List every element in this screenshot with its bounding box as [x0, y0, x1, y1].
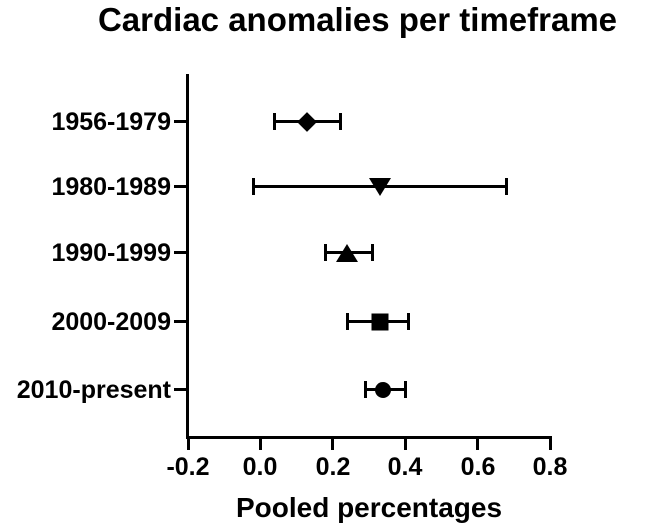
- x-tick-label: 0.2: [315, 453, 351, 481]
- chart-title: Cardiac anomalies per timeframe: [97, 1, 618, 38]
- x-tick: [259, 439, 262, 450]
- error-bar-cap-left: [273, 113, 276, 130]
- x-tick: [549, 439, 552, 450]
- x-tick: [187, 439, 190, 450]
- marker-diamond: [297, 112, 317, 132]
- marker-square: [371, 313, 389, 331]
- error-bar-cap-right: [404, 381, 407, 398]
- error-bar-cap-left: [252, 178, 255, 195]
- category-label: 2000-2009: [51, 308, 171, 336]
- x-axis-label: Pooled percentages: [235, 492, 503, 523]
- error-bar-cap-right: [505, 178, 508, 195]
- x-tick: [404, 439, 407, 450]
- category-tick: [174, 185, 188, 188]
- y-axis-spine: [186, 74, 189, 439]
- x-tick-label: 0.6: [460, 453, 496, 481]
- marker-circle: [375, 382, 391, 398]
- error-bar-cap-right: [371, 244, 374, 261]
- x-tick-label: -0.2: [166, 453, 210, 481]
- category-tick: [174, 388, 188, 391]
- error-bar-cap-right: [407, 313, 410, 330]
- error-bar-cap-right: [339, 113, 342, 130]
- category-label: 2010-present: [16, 376, 171, 404]
- category-label: 1980-1989: [51, 173, 171, 201]
- x-tick: [331, 439, 334, 450]
- x-tick: [476, 439, 479, 450]
- category-label: 1990-1999: [51, 239, 171, 267]
- category-tick: [174, 320, 188, 323]
- category-tick: [174, 120, 188, 123]
- error-bar-cap-left: [346, 313, 349, 330]
- x-tick-label: 0.8: [532, 453, 568, 481]
- x-axis-line: [186, 436, 552, 439]
- x-tick-label: 0.0: [242, 453, 278, 481]
- error-bar-cap-left: [364, 381, 367, 398]
- marker-triangle-down: [369, 178, 391, 196]
- error-bar-cap-left: [324, 244, 327, 261]
- marker-triangle-up: [336, 244, 358, 262]
- category-label: 1956-1979: [51, 108, 171, 136]
- category-tick: [174, 251, 188, 254]
- x-tick-label: 0.4: [387, 453, 423, 481]
